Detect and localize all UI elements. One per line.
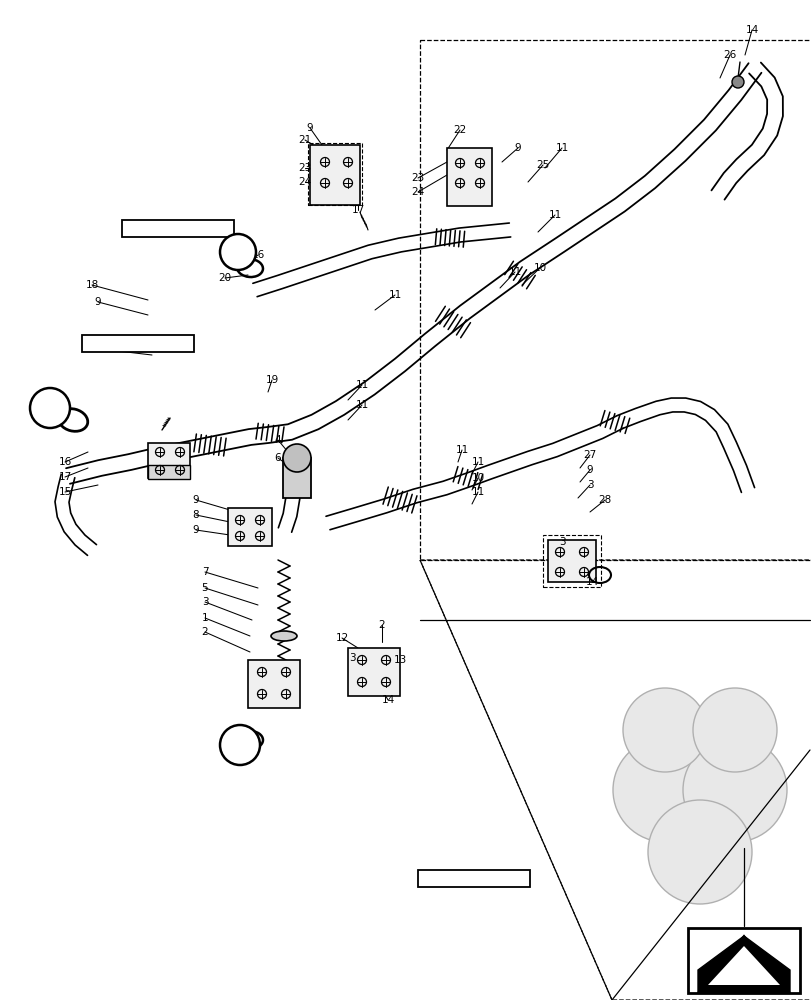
Text: 13: 13	[393, 655, 406, 665]
Bar	[543, 535, 600, 587]
Bar	[283, 458, 311, 498]
Text: 20: 20	[218, 273, 231, 283]
Text: 11: 11	[455, 445, 468, 455]
Text: 11: 11	[355, 380, 368, 390]
Circle shape	[220, 725, 260, 765]
Text: 9: 9	[586, 465, 593, 475]
Text: 26: 26	[723, 50, 736, 60]
Circle shape	[647, 800, 751, 904]
Text: B: B	[233, 245, 243, 259]
Text: 4: 4	[274, 435, 281, 445]
Text: 9: 9	[95, 297, 101, 307]
Text: 22: 22	[453, 125, 466, 135]
Bar	[687, 928, 799, 993]
Text: 8: 8	[192, 510, 199, 520]
Text: 35.300.010: 35.300.010	[444, 873, 503, 883]
Text: 9: 9	[514, 143, 521, 153]
Circle shape	[612, 738, 716, 842]
Text: 17: 17	[58, 472, 71, 482]
Text: 9: 9	[192, 525, 199, 535]
Bar	[418, 870, 530, 887]
Polygon shape	[707, 946, 779, 985]
Text: 19: 19	[265, 375, 278, 385]
Bar	[446, 148, 491, 206]
Text: 23: 23	[298, 163, 311, 173]
Text: C: C	[234, 738, 245, 752]
Text: 3: 3	[201, 597, 208, 607]
Bar	[228, 508, 272, 546]
Circle shape	[622, 688, 706, 772]
Text: 28: 28	[598, 495, 611, 505]
Text: 11: 11	[471, 487, 484, 497]
Bar	[307, 143, 362, 205]
Text: 9: 9	[88, 343, 95, 353]
Text: 12: 12	[335, 633, 348, 643]
Text: 14: 14	[381, 695, 394, 705]
Text: 7: 7	[201, 567, 208, 577]
Text: 2: 2	[201, 627, 208, 637]
Text: 16: 16	[251, 250, 264, 260]
Circle shape	[682, 738, 786, 842]
Text: 2: 2	[378, 620, 385, 630]
Bar	[148, 465, 190, 479]
Text: 35.300.020: 35.300.020	[148, 223, 208, 233]
Bar	[547, 540, 595, 582]
Text: 14: 14	[744, 25, 757, 35]
Text: 11: 11	[355, 400, 368, 410]
Text: A: A	[45, 401, 55, 415]
Text: 11: 11	[508, 267, 521, 277]
Circle shape	[731, 76, 743, 88]
Text: 11: 11	[555, 143, 568, 153]
Text: 15: 15	[58, 487, 71, 497]
Text: 21: 21	[298, 135, 311, 145]
Bar	[348, 648, 400, 696]
Circle shape	[30, 388, 70, 428]
Text: 16: 16	[58, 457, 71, 467]
Text: 18: 18	[85, 280, 98, 290]
Text: 11: 11	[388, 290, 401, 300]
Text: 5: 5	[201, 583, 208, 593]
Text: 11: 11	[471, 457, 484, 467]
Text: 3: 3	[348, 653, 355, 663]
Bar	[148, 443, 190, 478]
Text: 10: 10	[533, 263, 546, 273]
Text: 11: 11	[547, 210, 561, 220]
Text: 1: 1	[201, 613, 208, 623]
Text: 25: 25	[536, 160, 549, 170]
Ellipse shape	[271, 631, 297, 641]
Text: 24: 24	[298, 177, 311, 187]
Circle shape	[220, 234, 255, 270]
Text: 3: 3	[586, 480, 593, 490]
Text: 23: 23	[411, 173, 424, 183]
Text: 6: 6	[274, 453, 281, 463]
Text: 9: 9	[192, 495, 199, 505]
Bar	[247, 660, 299, 708]
Text: 3: 3	[558, 537, 564, 547]
Text: 14: 14	[585, 577, 598, 587]
Text: 10: 10	[471, 473, 484, 483]
Text: 27: 27	[582, 450, 596, 460]
Bar	[82, 335, 194, 352]
Text: 24: 24	[411, 187, 424, 197]
Text: 35.300.020: 35.300.020	[108, 338, 167, 348]
Text: 9: 9	[307, 123, 313, 133]
Polygon shape	[697, 936, 789, 993]
Text: 17: 17	[351, 205, 364, 215]
Bar	[122, 220, 234, 237]
Circle shape	[692, 688, 776, 772]
Bar	[310, 145, 359, 205]
Circle shape	[283, 444, 311, 472]
